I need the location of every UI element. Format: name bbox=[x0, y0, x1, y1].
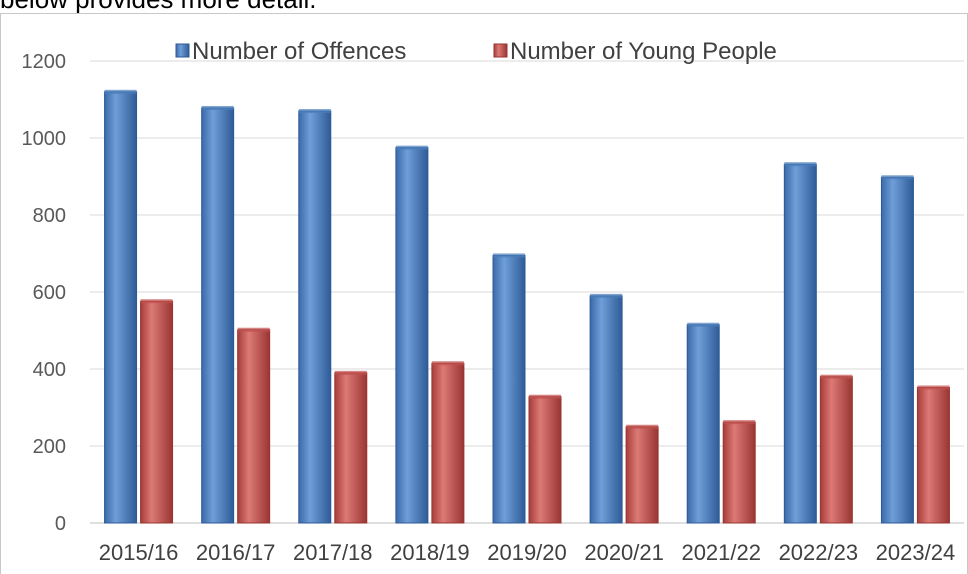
bar-young-people-cap bbox=[626, 425, 658, 429]
x-tick-label: 2020/21 bbox=[584, 540, 664, 565]
legend-label: Number of Offences bbox=[192, 38, 406, 65]
x-axis: 2015/16 2016/17 2017/18 2018/19 2019/20 2020/… bbox=[99, 540, 955, 565]
bar-young-people bbox=[238, 330, 270, 523]
bar-young-people-cap bbox=[529, 395, 561, 399]
bar-young-people bbox=[432, 363, 464, 523]
bar-offences-cap bbox=[687, 323, 719, 327]
bar-young-people-cap bbox=[432, 361, 464, 365]
y-tick-label: 600 bbox=[33, 282, 66, 304]
bar-young-people-cap bbox=[335, 371, 367, 375]
bar-offences-cap bbox=[493, 253, 525, 257]
bar-offences-cap bbox=[202, 106, 234, 110]
bar-offences bbox=[687, 325, 719, 523]
x-tick-label: 2022/23 bbox=[779, 540, 859, 565]
bar-young-people bbox=[723, 422, 755, 523]
x-tick-label: 2017/18 bbox=[293, 540, 373, 565]
bar-young-people-cap bbox=[917, 385, 949, 389]
x-tick-label: 2021/22 bbox=[681, 540, 761, 565]
bar-offences bbox=[396, 148, 428, 523]
bar-young-people bbox=[335, 373, 367, 523]
bar-offences-cap bbox=[784, 162, 816, 166]
bar-young-people-cap bbox=[141, 299, 173, 303]
bar-offences bbox=[590, 296, 622, 523]
bar-young-people-cap bbox=[723, 420, 755, 424]
bar-offences-legend-swatch bbox=[176, 44, 189, 57]
x-tick-label: 2015/16 bbox=[99, 540, 179, 565]
y-tick-label: 400 bbox=[33, 359, 66, 381]
y-tick-label: 200 bbox=[33, 436, 66, 458]
bar-young-people-cap bbox=[820, 375, 852, 379]
bar-offences bbox=[299, 111, 331, 523]
bar-young-people bbox=[917, 387, 949, 523]
bar-offences-cap bbox=[299, 109, 331, 113]
bar-young-people-legend-swatch bbox=[494, 44, 507, 57]
bar-young-people-cap bbox=[238, 328, 270, 332]
bar-offences bbox=[493, 255, 525, 523]
bar-young-people bbox=[626, 427, 658, 523]
bar-young-people bbox=[529, 397, 561, 523]
bar-offences-cap bbox=[105, 90, 137, 94]
legend-label: Number of Young People bbox=[510, 38, 777, 65]
bars bbox=[105, 90, 950, 523]
bar-offences bbox=[202, 108, 234, 523]
x-tick-label: 2018/19 bbox=[390, 540, 470, 565]
bar-offences-cap bbox=[881, 175, 913, 179]
y-tick-label: 800 bbox=[33, 205, 66, 227]
y-tick-label: 1000 bbox=[22, 128, 67, 150]
x-tick-label: 2016/17 bbox=[196, 540, 276, 565]
y-tick-label: 1200 bbox=[22, 51, 67, 73]
x-tick-label: 2023/24 bbox=[876, 540, 956, 565]
bar-offences-cap bbox=[590, 294, 622, 298]
bar-offences bbox=[881, 177, 913, 523]
bar-offences bbox=[784, 164, 816, 523]
bar-young-people bbox=[141, 301, 173, 523]
bar-offences-cap bbox=[396, 146, 428, 150]
y-tick-label: 0 bbox=[55, 513, 66, 535]
x-tick-label: 2019/20 bbox=[487, 540, 567, 565]
bar-offences bbox=[105, 92, 137, 523]
bar-young-people bbox=[820, 377, 852, 523]
